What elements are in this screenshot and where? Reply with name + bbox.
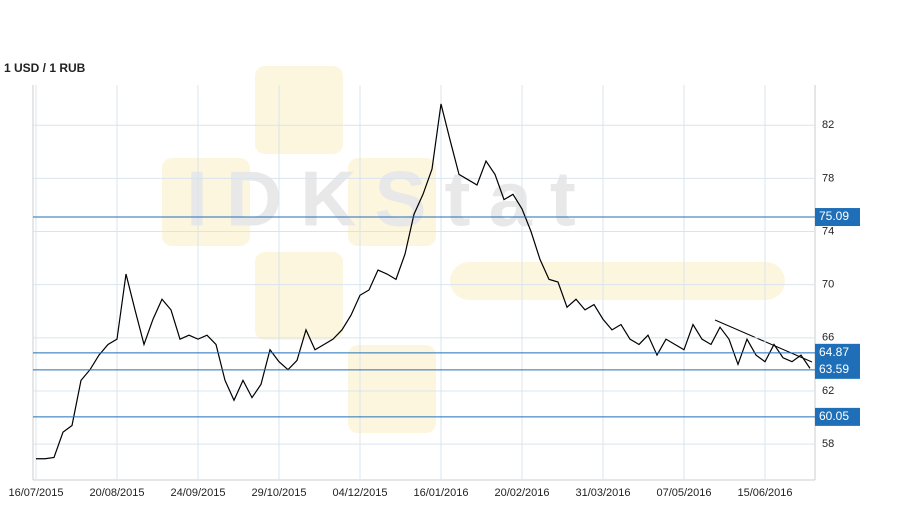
y-tick-label: 66 xyxy=(822,332,834,344)
x-tick-label: 31/03/2016 xyxy=(575,487,630,499)
level-label: 75.09 xyxy=(819,209,849,223)
watermark-text: IDKStat xyxy=(186,155,594,243)
trend-line xyxy=(714,319,813,363)
y-tick-label: 62 xyxy=(822,385,834,397)
y-tick-label: 74 xyxy=(822,225,834,237)
level-label-box xyxy=(815,343,860,362)
level-label-box xyxy=(815,208,860,227)
x-tick-label: 24/09/2015 xyxy=(170,487,225,499)
x-tick-label: 16/01/2016 xyxy=(413,487,468,499)
level-label: 64.87 xyxy=(819,345,849,359)
watermark-bar xyxy=(450,262,785,300)
y-tick-label: 78 xyxy=(822,172,834,184)
level-label: 63.59 xyxy=(819,362,849,376)
x-tick-label: 07/05/2016 xyxy=(656,487,711,499)
watermark-tile xyxy=(348,345,436,433)
x-tick-label: 04/12/2015 xyxy=(332,487,387,499)
x-tick-label: 20/02/2016 xyxy=(494,487,549,499)
watermark-tile xyxy=(255,252,343,340)
level-label-box xyxy=(815,407,860,426)
y-tick-label: 82 xyxy=(822,119,834,131)
level-label-box xyxy=(815,360,860,379)
x-tick-label: 20/08/2015 xyxy=(89,487,144,499)
y-tick-label: 58 xyxy=(822,438,834,450)
x-tick-label: 16/07/2015 xyxy=(8,487,63,499)
watermark-tile xyxy=(255,66,343,154)
x-tick-label: 29/10/2015 xyxy=(251,487,306,499)
watermark-tile xyxy=(162,158,250,246)
level-label: 60.05 xyxy=(819,409,849,423)
chart-title: 1 USD / 1 RUB xyxy=(4,61,86,75)
y-tick-label: 70 xyxy=(822,279,834,291)
price-line xyxy=(36,103,811,460)
watermark: IDKStat xyxy=(162,66,785,433)
watermark-tile xyxy=(348,158,436,246)
x-tick-label: 15/06/2016 xyxy=(737,487,792,499)
